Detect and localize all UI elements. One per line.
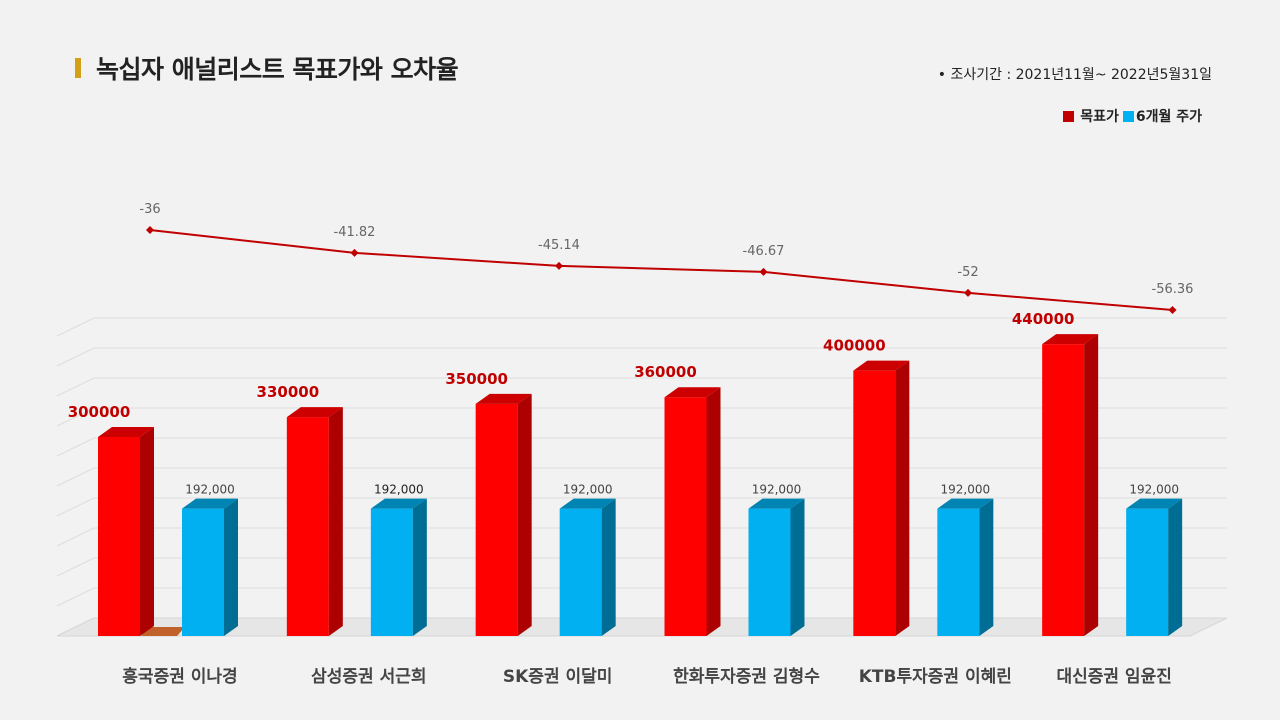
error-rate-point <box>759 267 768 276</box>
data-label-six-month-price: 192,000 <box>752 483 802 497</box>
chart-title: 녹십자 애널리스트 목표가와 오차율 <box>96 55 459 84</box>
bar-target-price <box>664 397 707 636</box>
bar-side <box>224 498 238 636</box>
error-rate-label: -45.14 <box>538 238 580 253</box>
bar-side <box>1168 498 1183 636</box>
bar-side <box>790 498 805 636</box>
chart-floor <box>56 617 1228 637</box>
category-label: SK증권 이달미 <box>503 666 613 687</box>
gridline-diagonal <box>56 437 95 457</box>
bar-side <box>1084 334 1099 636</box>
bar-side <box>140 427 154 636</box>
bar-top <box>937 498 994 509</box>
data-label-target-price: 440000 <box>1012 310 1075 328</box>
bar-top <box>286 407 343 418</box>
bar-side <box>412 498 427 636</box>
gridline-diagonal <box>56 497 95 517</box>
bar-target-price <box>98 437 140 636</box>
bar-six-month-price <box>559 508 602 636</box>
error-rate-point <box>350 248 359 257</box>
data-label-six-month-price: 192,000 <box>941 483 991 497</box>
data-label-six-month-price: 192,000 <box>374 483 424 497</box>
bar-top <box>182 498 238 509</box>
bar-target-price <box>853 370 896 636</box>
bar-side <box>895 360 910 636</box>
bar-side <box>706 387 721 636</box>
legend-label-six-month-price: 6개월 주가 <box>1135 109 1202 125</box>
error-rate-label: -56.36 <box>1152 282 1194 297</box>
data-label-target-price: 360000 <box>634 363 697 381</box>
gridline-diagonal <box>56 317 95 337</box>
error-rate-line <box>149 229 1173 311</box>
gridline-diagonal <box>56 467 95 487</box>
error-rate-label: -41.82 <box>334 225 376 240</box>
data-label-six-month-price: 192,000 <box>563 483 613 497</box>
bar-six-month-price <box>748 508 791 636</box>
category-label: 흥국증권 이나경 <box>122 666 237 687</box>
legend-item-six-month-price: 6개월 주가 <box>1122 106 1202 126</box>
category-label: 한화투자증권 김형수 <box>673 666 820 687</box>
floor-marker <box>141 627 185 636</box>
bar-six-month-price <box>182 508 224 636</box>
bar-side <box>979 498 994 636</box>
error-rate-label: -52 <box>957 265 978 280</box>
data-label-six-month-price: 192,000 <box>185 483 235 497</box>
gridline-diagonal <box>56 377 95 397</box>
category-label: 삼성증권 서근희 <box>311 667 426 687</box>
bar-top <box>559 498 616 509</box>
legend-swatch-target-price <box>1063 110 1075 122</box>
survey-period: • 조사기간 : 2021년11월~ 2022년5월31일 <box>937 67 1212 83</box>
bar-top <box>370 498 427 509</box>
bar-side <box>601 498 616 636</box>
gridline-diagonal <box>56 587 95 607</box>
bar-six-month-price <box>1126 508 1169 636</box>
error-rate-point <box>964 288 972 297</box>
data-label-target-price: 400000 <box>823 337 886 355</box>
error-rate-label: -36 <box>139 202 160 217</box>
gridline-diagonal <box>56 407 95 427</box>
legend-swatch-six-month-price <box>1122 110 1134 122</box>
data-label-six-month-price: 192,000 <box>1129 483 1179 497</box>
data-label-target-price: 300000 <box>68 403 131 421</box>
error-rate-point <box>555 261 563 270</box>
title-accent-bar <box>75 58 81 78</box>
data-label-target-price: 350000 <box>445 370 508 388</box>
bar-side <box>328 407 343 636</box>
gridline-diagonal <box>56 347 95 367</box>
bar-target-price <box>286 417 329 636</box>
error-rate-label: -46.67 <box>743 244 785 259</box>
legend-label-target-price: 목표가 <box>1080 109 1119 125</box>
bar-top <box>853 360 910 371</box>
bar-top <box>1126 498 1183 509</box>
gridline-diagonal <box>56 557 95 577</box>
bar-top <box>664 387 721 398</box>
bar-top <box>1042 334 1099 345</box>
gridline-diagonal <box>56 527 95 547</box>
category-label: 대신증권 임윤진 <box>1056 666 1171 687</box>
legend-item-target-price: 목표가 <box>1063 106 1119 126</box>
category-label: KTB투자증권 이혜린 <box>859 667 1012 687</box>
bar-top <box>748 498 805 509</box>
bar-top <box>98 427 154 437</box>
data-label-target-price: 330000 <box>257 383 320 401</box>
bar-six-month-price <box>370 508 413 636</box>
legend: 목표가 6개월 주가 <box>1055 106 1202 126</box>
bar-target-price <box>1042 344 1085 636</box>
bar-target-price <box>475 403 518 636</box>
bar-six-month-price <box>937 508 980 636</box>
bar-top <box>475 393 532 404</box>
error-rate-point <box>1168 306 1177 314</box>
error-rate-point <box>146 226 154 234</box>
bar-side <box>517 393 532 636</box>
